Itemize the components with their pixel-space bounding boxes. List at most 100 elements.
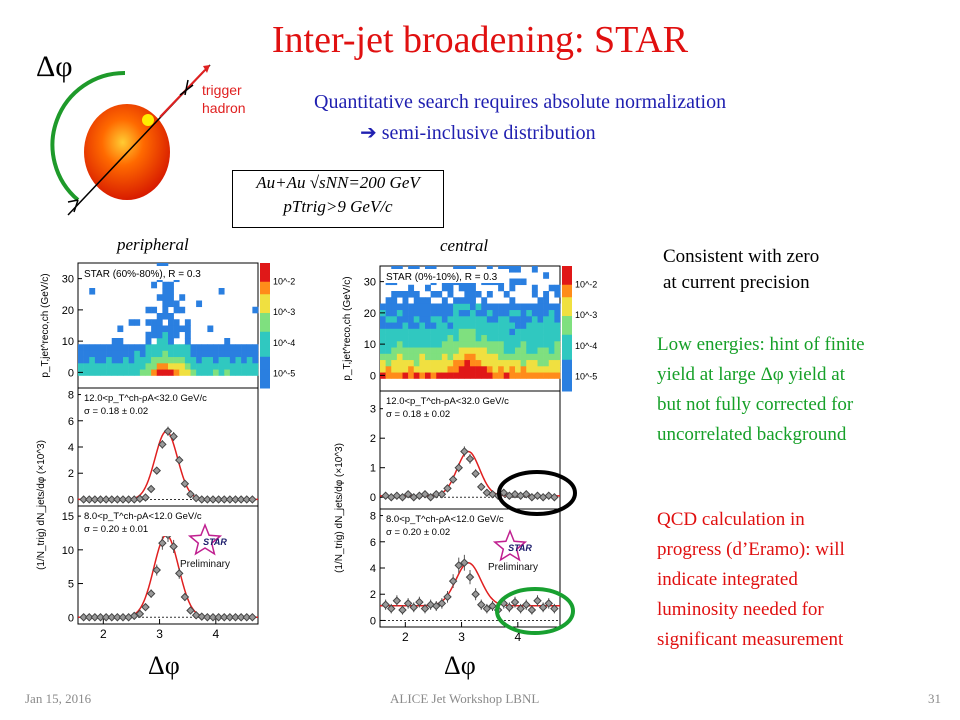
central-heatmap-heat-cell — [503, 322, 510, 329]
peripheral-colorbar-segment — [260, 275, 270, 283]
central-colorbar-segment — [562, 309, 572, 317]
central-heatmap-heat-cell — [380, 334, 386, 342]
peripheral-heatmap-heat-cell — [83, 344, 90, 351]
central-heatmap-heat-cell — [380, 316, 386, 323]
peripheral-bot-data-point — [85, 613, 94, 622]
central-heatmap-heat-cell — [526, 359, 533, 367]
note-low-line-4: uncorrelated background — [657, 424, 847, 445]
dphi-arc — [50, 70, 126, 202]
central-colorbar-tick: 10^-2 — [575, 280, 597, 290]
central-colorbar-segment — [562, 378, 572, 386]
central-heatmap-heat-cell — [402, 359, 409, 367]
central-bot-data-point — [471, 589, 480, 599]
central-mid-data-point — [499, 488, 508, 498]
central-heatmap-heat-cell — [515, 341, 521, 348]
peripheral-heatmap-heat-cell — [156, 325, 163, 333]
peripheral-heatmap-heat-cell — [224, 350, 231, 358]
central-heatmap-heat-cell — [509, 284, 516, 292]
central-heatmap-heat-cell — [526, 353, 533, 361]
central-heatmap-heat-cell — [464, 297, 471, 304]
central-heatmap-heat-cell — [413, 291, 420, 298]
peripheral-heatmap-ylabel: p_T,jet^reco,ch (GeV/c) — [40, 273, 51, 377]
central-heatmap-heat-cell — [548, 353, 555, 361]
peripheral-mid-data-point — [203, 495, 212, 504]
central-heatmap-heat-cell — [503, 303, 510, 311]
central-heatmap-heat-cell — [453, 334, 460, 342]
central-heatmap-heat-cell — [413, 359, 420, 367]
central-bot-ytick-label: 8 — [370, 511, 376, 523]
central-heatmap-heat-cell — [481, 309, 488, 317]
central-heatmap-heat-cell — [380, 322, 386, 329]
central-colorbar-segment — [562, 291, 572, 298]
central-heatmap-heat-cell — [520, 334, 527, 342]
central-heatmap-heat-cell — [413, 372, 420, 379]
central-heatmap-heat-cell — [531, 303, 538, 311]
central-heatmap-heat-cell — [391, 297, 398, 304]
peripheral-heatmap-heat-cell — [100, 356, 107, 364]
central-bot-data-point — [460, 558, 469, 567]
central-heatmap-heat-cell — [391, 347, 398, 354]
central-heatmap-heat-cell — [554, 316, 561, 323]
central-heatmap-heat-cell — [391, 322, 398, 329]
peripheral-heatmap-heat-cell — [134, 356, 141, 364]
peripheral-heatmap-heat-cell — [246, 344, 253, 351]
peripheral-heatmap-heat-cell — [162, 281, 169, 289]
peripheral-colorbar-segment — [260, 338, 270, 345]
central-heatmap-heat-cell — [492, 359, 499, 367]
peripheral-heatmap-heat-cell — [151, 319, 158, 326]
central-heatmap-heat-cell — [408, 303, 415, 311]
peripheral-mid-data-point — [118, 495, 128, 504]
note-low-line-1: Low energies: hint of finite — [657, 334, 865, 355]
peripheral-heatmap-heat-cell — [207, 350, 214, 358]
peripheral-heatmap-heat-cell — [162, 294, 169, 301]
peripheral-mid-data-point — [90, 495, 100, 504]
central-heatmap-heat-cell — [425, 353, 431, 361]
peripheral-heatmap-heat-cell — [89, 369, 96, 376]
central-heatmap-heat-cell — [520, 328, 527, 336]
peripheral-heatmap-heat-cell — [235, 369, 242, 376]
central-heatmap-heat-cell — [481, 359, 488, 367]
peripheral-heatmap-heat-cell — [151, 350, 158, 358]
central-heatmap-heat-cell — [402, 291, 409, 298]
central-heatmap-heat-cell — [402, 322, 409, 329]
peripheral-mid-data-point — [163, 427, 173, 436]
central-heatmap-heat-cell — [548, 284, 555, 292]
peripheral-heatmap-heat-cell — [117, 344, 124, 351]
central-heatmap-heat-cell — [430, 334, 437, 342]
central-heatmap-heat-cell — [464, 366, 471, 373]
note-consistent: Consistent with zero at current precisio… — [663, 244, 819, 296]
peripheral-heatmap-heat-cell — [168, 313, 174, 320]
central-heatmap-heat-cell — [526, 303, 533, 311]
peripheral-heatmap-heat-cell — [89, 356, 96, 364]
central-heatmap-heat-cell — [548, 328, 555, 336]
central-heatmap-heat-cell — [458, 347, 465, 354]
central-colorbar-segment — [562, 303, 572, 311]
peripheral-heatmap-heat-cell — [156, 294, 163, 301]
central-heatmap-heat-cell — [408, 291, 415, 298]
note-consistent-line-1: Consistent with zero — [663, 246, 820, 267]
peripheral-heatmap-heat-cell — [145, 319, 152, 326]
peripheral-bot-data-point — [152, 565, 161, 575]
peripheral-heatmap-heat-cell — [196, 300, 203, 308]
peripheral-heatmap-heat-cell — [179, 350, 186, 358]
peripheral-mid-data-point — [186, 489, 195, 499]
central-colorbar-segment — [562, 316, 572, 323]
peripheral-mid-data-point — [107, 495, 116, 504]
central-heatmap-heat-cell — [548, 341, 555, 348]
peripheral-mid-ytick-label: 0 — [68, 494, 74, 506]
central-heatmap-heat-cell — [520, 322, 527, 329]
central-heatmap-heat-cell — [408, 353, 415, 361]
peripheral-mid-ytick-label: 2 — [68, 468, 74, 480]
peripheral-heatmap-ytick-label: 0 — [68, 367, 74, 379]
peripheral-heatmap-heat-cell — [151, 331, 158, 339]
peripheral-heatmap-heat-cell — [94, 350, 101, 358]
central-heatmap-heat-cell — [470, 316, 476, 323]
central-heatmap-heat-cell — [543, 334, 550, 342]
central-heatmap-heat-cell — [503, 347, 510, 354]
central-heatmap-heat-cell — [430, 309, 437, 317]
peripheral-colorbar-segment — [260, 363, 270, 370]
central-heatmap-heat-cell — [509, 278, 516, 286]
central-heatmap-heat-cell — [486, 372, 493, 379]
peripheral-heatmap-heat-cell — [252, 363, 259, 370]
central-bot-data-point — [465, 572, 475, 582]
